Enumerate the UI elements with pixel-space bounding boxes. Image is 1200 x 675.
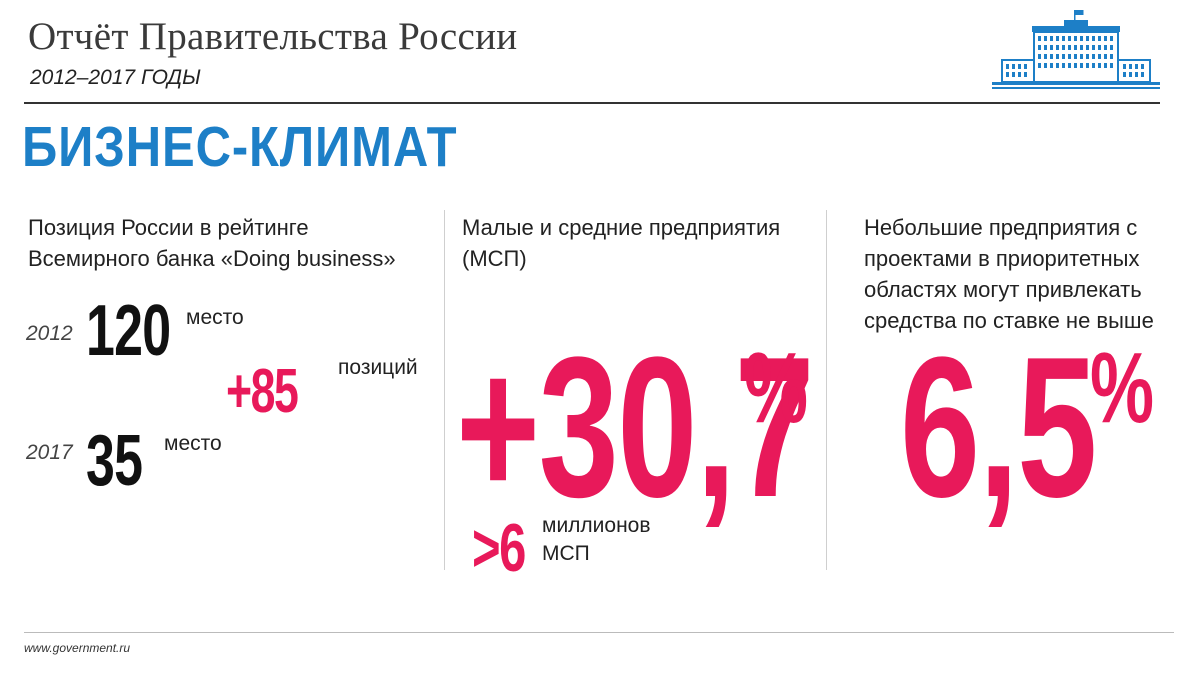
sme-count-label-line: МСП: [542, 542, 590, 565]
rate-heading-line: областях могут привлекать: [864, 277, 1142, 302]
rank-2012-unit: место: [186, 306, 244, 329]
rate-heading-line: средства по ставке не выше: [864, 308, 1154, 333]
rating-heading-line: Всемирного банка «Doing business»: [28, 246, 396, 271]
footer-url: www.government.ru: [24, 641, 131, 655]
rank-2017-unit: место: [164, 432, 222, 455]
government-building-icon: [992, 10, 1160, 89]
header-divider: [24, 102, 1160, 104]
sme-count-label-line: миллионов: [542, 514, 651, 537]
sme-heading-line: (МСП): [462, 246, 527, 271]
column-divider: [444, 210, 445, 570]
report-years: 2012–2017 ГОДЫ: [30, 66, 201, 89]
sme-growth-percent: %: [744, 332, 808, 444]
rank-change-unit: позиций: [338, 356, 418, 379]
sme-heading: Малые и средние предприятия (МСП): [462, 212, 780, 274]
rate-heading: Небольшие предприятия с проектами в прио…: [864, 212, 1154, 336]
rate-value: 6,5: [900, 316, 1097, 539]
rate-percent: %: [1090, 332, 1154, 444]
column-divider: [826, 210, 827, 570]
year-2017-label: 2017: [26, 441, 73, 464]
rating-heading-line: Позиция России в рейтинге: [28, 215, 309, 240]
section-title: БИЗНЕС-КЛИМАТ: [22, 115, 458, 179]
report-title: Отчёт Правительства России: [28, 15, 518, 58]
rank-2017-value: 35: [86, 421, 143, 501]
year-2012-label: 2012: [26, 322, 73, 345]
sme-count-value: >6: [472, 510, 526, 586]
footer-divider: [24, 632, 1174, 633]
sme-count-label: миллионов МСП: [542, 512, 651, 568]
sme-heading-line: Малые и средние предприятия: [462, 215, 781, 240]
rate-heading-line: Небольшие предприятия с: [864, 215, 1138, 240]
sme-growth-value: +30,7: [456, 316, 815, 539]
rate-heading-line: проектами в приоритетных: [864, 246, 1140, 271]
rank-2012-value: 120: [86, 291, 171, 371]
rank-change-value: +85: [226, 357, 299, 426]
rating-heading: Позиция России в рейтинге Всемирного бан…: [28, 212, 396, 274]
